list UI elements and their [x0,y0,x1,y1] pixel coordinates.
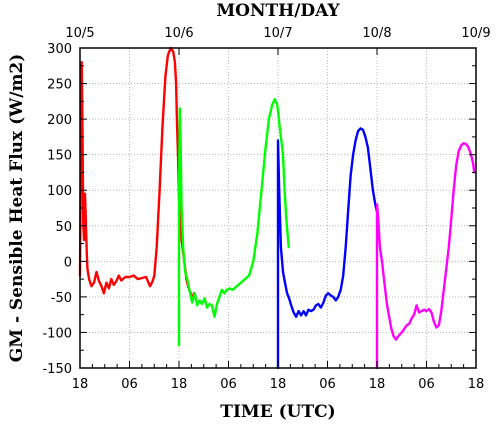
y-tick-label: -100 [42,326,72,341]
top-tick-label: 10/8 [362,26,391,41]
tick-labels: -150 -100 -50 0 50 100 150 200 250 300 18 06 18 06 18 0… [42,26,490,392]
top-tick-label: 10/5 [65,26,94,41]
x-tick-label: 18 [171,377,188,392]
y-tick-label: 200 [47,113,72,128]
y-tick-label: -50 [51,291,72,306]
y-tick-label: 300 [47,42,72,57]
series-line-4 [375,142,476,370]
x-tick-label: 06 [220,377,237,392]
x-tick-label: 18 [270,377,287,392]
plot-frame [79,47,477,369]
y-tick-label: 250 [47,78,72,93]
top-tick-label: 10/7 [263,26,292,41]
y-tick-label: 150 [47,149,72,164]
x-tick-label: 06 [121,377,138,392]
series-line-3 [276,127,379,370]
top-tick-label: 10/6 [164,26,193,41]
top-tick-label: 10/9 [461,26,490,41]
series-lines [78,46,476,370]
x-tick-label: 18 [468,377,485,392]
x-axis-title: TIME (UTC) [220,402,335,422]
top-axis-title: MONTH/DAY [216,1,340,21]
y-tick-label: 100 [47,184,72,199]
y-tick-label: 50 [55,220,72,235]
y-tick-label: -150 [42,362,72,377]
x-tick-label: 18 [369,377,386,392]
series-line-1 [78,46,196,302]
x-tick-label: 18 [72,377,89,392]
y-axis-title: GM - Sensible Heat Flux (W/m2) [7,54,27,363]
x-tick-label: 06 [319,377,336,392]
series-line-2 [177,98,290,347]
y-tick-label: 0 [64,255,72,270]
x-tick-label: 06 [418,377,435,392]
